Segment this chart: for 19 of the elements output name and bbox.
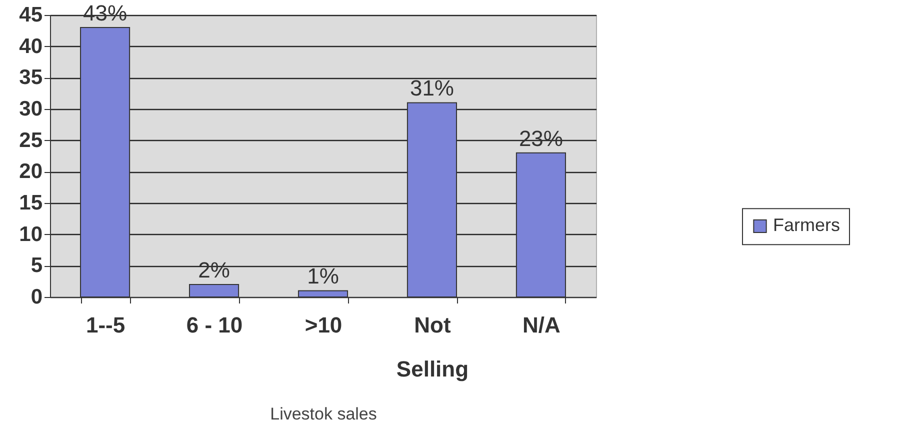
data-label: 31% — [410, 76, 454, 101]
y-tick-label: 0 — [30, 286, 42, 308]
x-tick-label: 1--5 — [86, 312, 126, 338]
y-tick-label: 5 — [30, 254, 43, 278]
y-tick-label: 15 — [19, 192, 43, 214]
y-tick-label: 20 — [19, 160, 42, 184]
x-tick-label: >10 — [304, 312, 342, 338]
legend-label: Farmers — [773, 215, 840, 236]
x-tick-label: 6 - 10 — [186, 312, 243, 338]
y-tick-label: 40 — [19, 34, 42, 58]
x-tick-label: N/A — [522, 312, 561, 338]
y-tick-label: 25 — [19, 128, 43, 152]
x-tick-label: Not Selling — [396, 312, 469, 382]
y-tick-label: 10 — [19, 222, 42, 246]
data-label: 1% — [307, 264, 339, 289]
x-axis-title: Livestok sales — [270, 404, 377, 424]
y-tick-label: 30 — [19, 98, 42, 120]
y-tick-label: 45 — [19, 4, 43, 26]
y-tick-label: 35 — [19, 66, 43, 90]
